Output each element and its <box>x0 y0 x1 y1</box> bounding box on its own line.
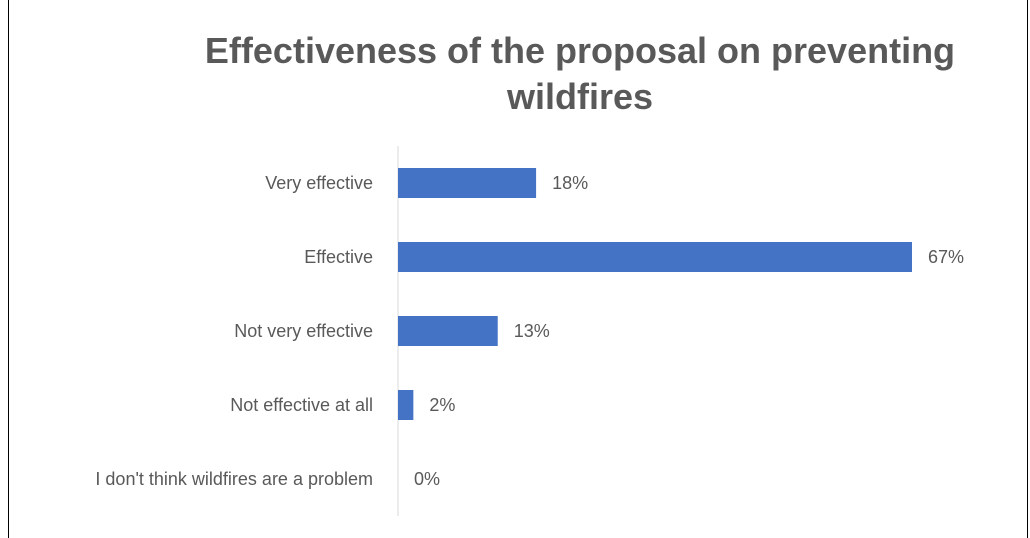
data-label: 67% <box>928 247 964 267</box>
data-label: 0% <box>414 469 440 489</box>
category-label: Effective <box>304 247 373 267</box>
data-label: 18% <box>552 173 588 193</box>
bar <box>398 168 537 198</box>
chart-frame <box>8 0 1028 538</box>
category-label: I don't think wildfires are a problem <box>95 469 373 489</box>
data-label: 2% <box>429 395 455 415</box>
chart-title: Effectiveness of the proposal on prevent… <box>204 30 956 117</box>
bars: Very effective 18% Effective 67% Not very ef… <box>95 168 964 489</box>
category-label: Not very effective <box>234 321 373 341</box>
bar <box>398 390 414 420</box>
category-label: Very effective <box>265 173 373 193</box>
bar <box>398 316 498 346</box>
bar <box>398 242 912 272</box>
category-label: Not effective at all <box>230 395 373 415</box>
data-label: 13% <box>514 321 550 341</box>
